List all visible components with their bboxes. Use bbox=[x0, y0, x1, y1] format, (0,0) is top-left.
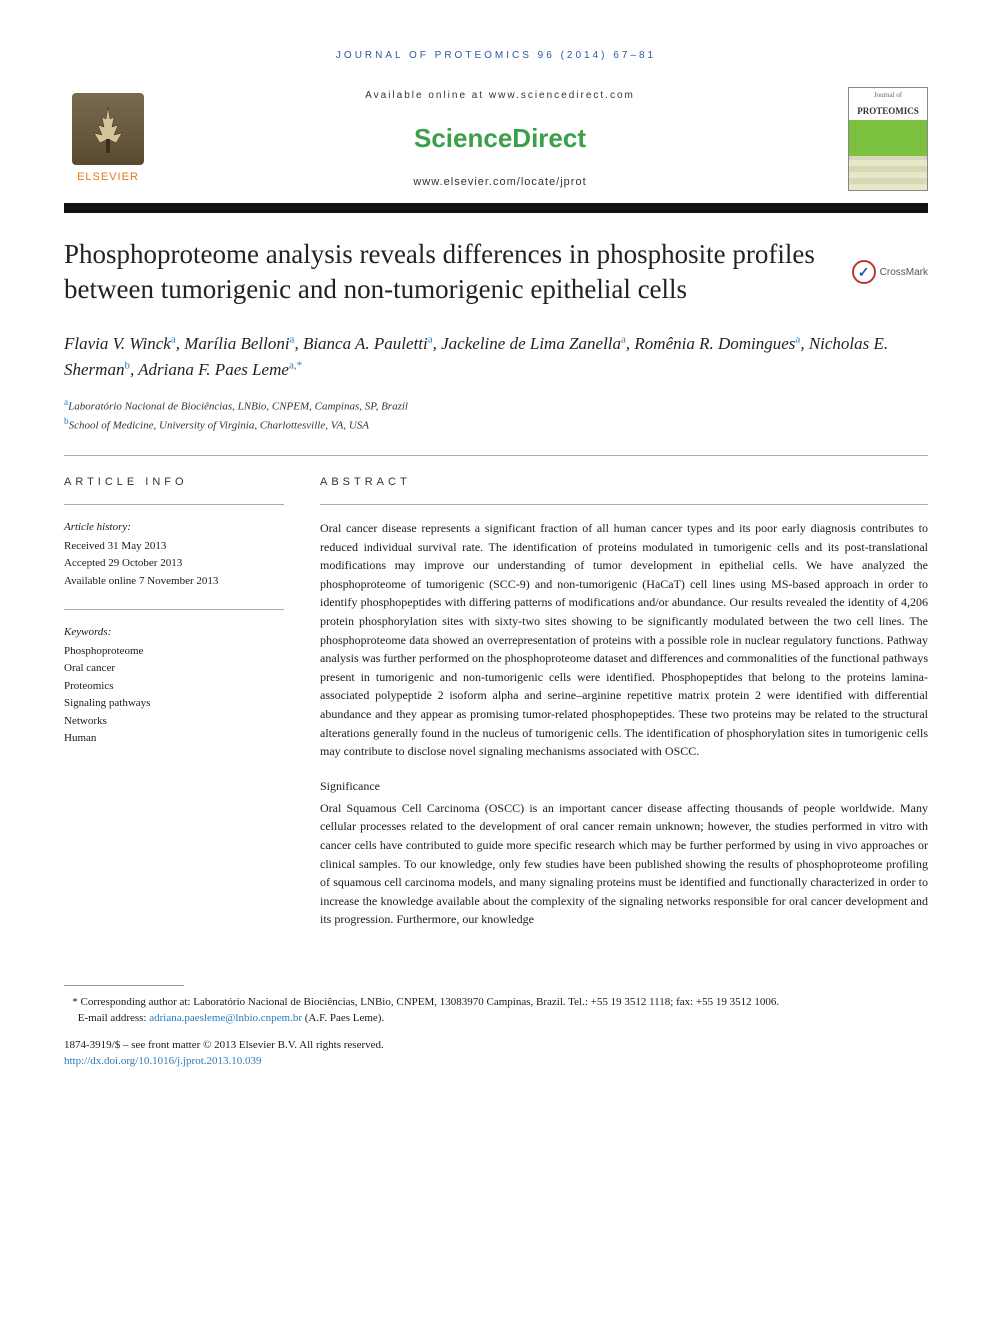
footnotes: * Corresponding author at: Laboratório N… bbox=[64, 985, 928, 1070]
journal-cover-thumbnail: Journal of PROTEOMICS bbox=[848, 87, 928, 191]
available-online-text: Available online at www.sciencedirect.co… bbox=[152, 88, 848, 103]
keyword: Phosphoproteome bbox=[64, 643, 284, 660]
title-row: Phosphoproteome analysis reveals differe… bbox=[64, 237, 928, 307]
cover-supertitle: Journal of bbox=[874, 90, 902, 101]
top-banner: ELSEVIER Available online at www.science… bbox=[64, 87, 928, 191]
publisher-logo: ELSEVIER bbox=[64, 93, 152, 186]
banner-center: Available online at www.sciencedirect.co… bbox=[152, 88, 848, 191]
article-info-label: ARTICLE INFO bbox=[64, 474, 284, 491]
publisher-name: ELSEVIER bbox=[77, 169, 139, 186]
abstract-label: ABSTRACT bbox=[320, 474, 928, 491]
abstract-column: ABSTRACT Oral cancer disease represents … bbox=[320, 474, 928, 945]
keyword: Networks bbox=[64, 713, 284, 730]
accepted-date: Accepted 29 October 2013 bbox=[64, 555, 284, 572]
email-link[interactable]: adriana.paesleme@lnbio.cnpem.br bbox=[149, 1012, 302, 1024]
authors-list: Flavia V. Wincka, Marília Bellonia, Bian… bbox=[64, 331, 928, 382]
affiliations: aLaboratório Nacional de Biociências, LN… bbox=[64, 396, 928, 434]
info-divider-2 bbox=[64, 609, 284, 610]
crossmark-badge[interactable]: ✓ CrossMark bbox=[852, 260, 928, 284]
crossmark-icon: ✓ bbox=[852, 260, 876, 284]
abstract-text: Oral cancer disease represents a signifi… bbox=[320, 519, 928, 761]
divider-bar bbox=[64, 203, 928, 213]
online-date: Available online 7 November 2013 bbox=[64, 573, 284, 590]
keyword: Signaling pathways bbox=[64, 695, 284, 712]
copyright-line: 1874-3919/$ – see front matter © 2013 El… bbox=[64, 1037, 928, 1054]
keyword: Oral cancer bbox=[64, 660, 284, 677]
locate-url[interactable]: www.elsevier.com/locate/jprot bbox=[152, 174, 848, 191]
abstract-divider bbox=[320, 504, 928, 505]
two-column-layout: ARTICLE INFO Article history: Received 3… bbox=[64, 474, 928, 945]
keyword: Human bbox=[64, 730, 284, 747]
corresponding-author: * Corresponding author at: Laboratório N… bbox=[64, 994, 928, 1011]
history-heading: Article history: bbox=[64, 519, 284, 536]
affiliation-b: bSchool of Medicine, University of Virgi… bbox=[64, 415, 928, 434]
keywords-heading: Keywords: bbox=[64, 624, 284, 641]
section-divider bbox=[64, 455, 928, 456]
cover-bottom bbox=[849, 156, 927, 190]
cover-strip bbox=[849, 120, 927, 156]
sciencedirect-logo: ScienceDirect bbox=[152, 119, 848, 158]
doi-link[interactable]: http://dx.doi.org/10.1016/j.jprot.2013.1… bbox=[64, 1055, 262, 1067]
elsevier-tree-icon bbox=[72, 93, 144, 165]
article-info-column: ARTICLE INFO Article history: Received 3… bbox=[64, 474, 284, 945]
significance-label: Significance bbox=[320, 777, 928, 795]
crossmark-label: CrossMark bbox=[880, 265, 928, 280]
received-date: Received 31 May 2013 bbox=[64, 538, 284, 555]
article-history-block: Article history: Received 31 May 2013 Ac… bbox=[64, 519, 284, 589]
journal-reference: JOURNAL OF PROTEOMICS 96 (2014) 67–81 bbox=[64, 48, 928, 63]
affiliation-a: aLaboratório Nacional de Biociências, LN… bbox=[64, 396, 928, 415]
info-divider bbox=[64, 504, 284, 505]
article-title: Phosphoproteome analysis reveals differe… bbox=[64, 237, 852, 307]
significance-text: Oral Squamous Cell Carcinoma (OSCC) is a… bbox=[320, 799, 928, 929]
cover-title: PROTEOMICS bbox=[857, 105, 919, 119]
keyword: Proteomics bbox=[64, 678, 284, 695]
keywords-block: Keywords: PhosphoproteomeOral cancerProt… bbox=[64, 624, 284, 747]
footnote-divider bbox=[64, 985, 184, 986]
email-line: E-mail address: adriana.paesleme@lnbio.c… bbox=[64, 1010, 928, 1027]
